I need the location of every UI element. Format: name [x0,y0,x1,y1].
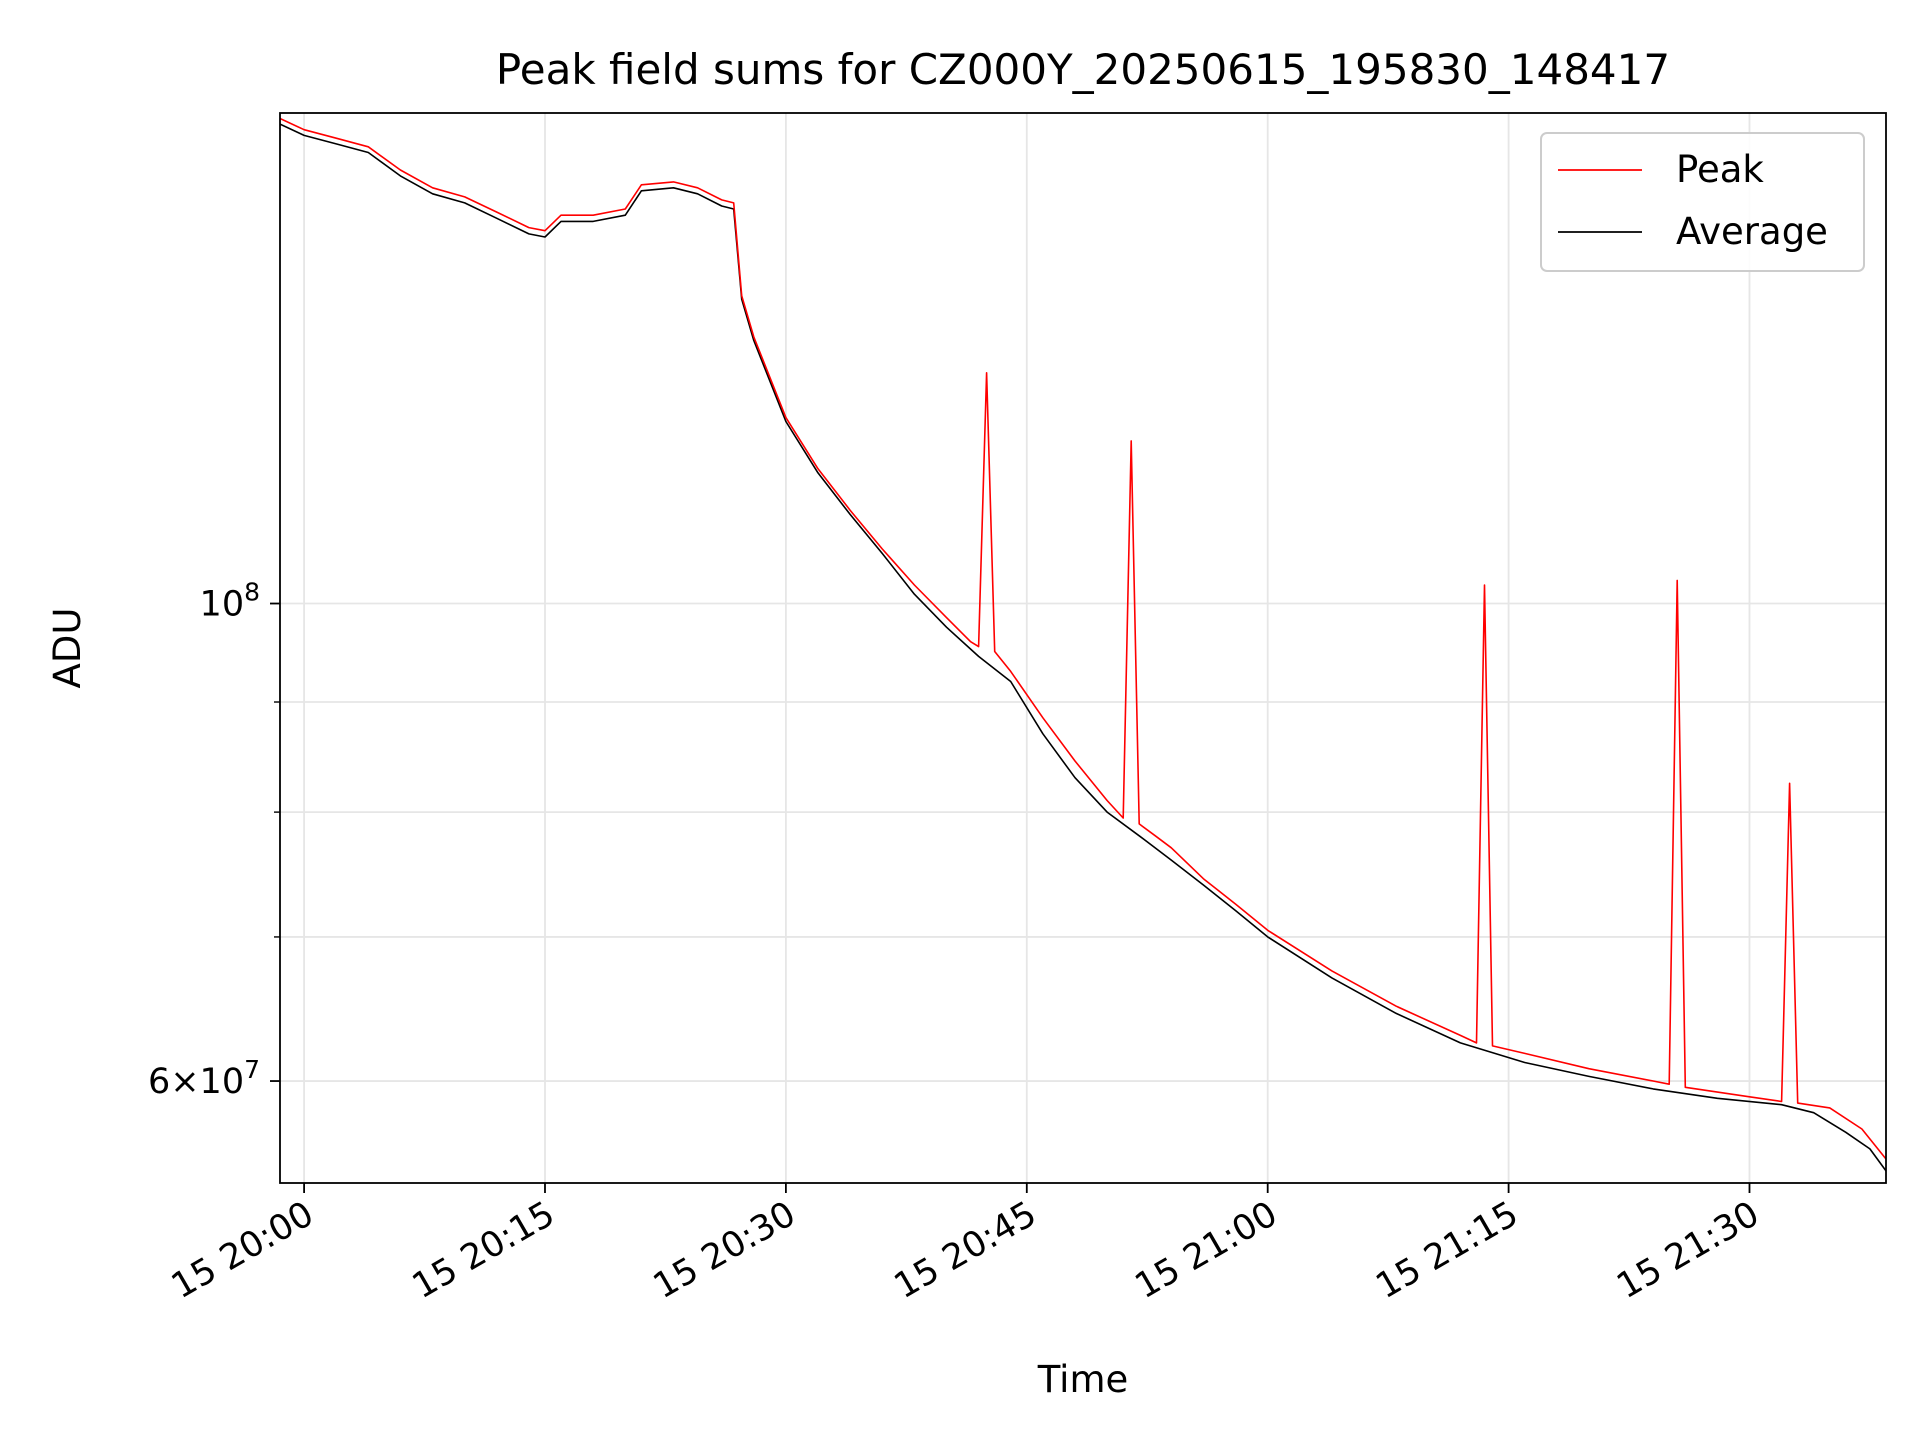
legend-box [1540,132,1865,272]
y-tick-mantissa: 6 [148,1062,170,1102]
grid-layer [280,113,1886,1183]
y-tick-label: 6×107 [148,1055,260,1102]
legend-label-peak: Peak [1676,148,1764,191]
series-layer [280,117,1886,1172]
y-axis-label: ADU [46,608,89,689]
x-axis-label: Time [1037,1358,1129,1401]
series-line-peak [280,117,1886,1160]
y-tick-exponent: 8 [244,578,260,607]
legend: Peak Average [1540,132,1865,272]
plot-area-frame [279,112,1887,1184]
series-line-average [280,123,1886,1172]
y-tick-exponent: 7 [244,1055,260,1084]
chart-title: Peak field sums for CZ000Y_20250615_1958… [496,45,1670,94]
legend-label-average: Average [1676,210,1828,253]
